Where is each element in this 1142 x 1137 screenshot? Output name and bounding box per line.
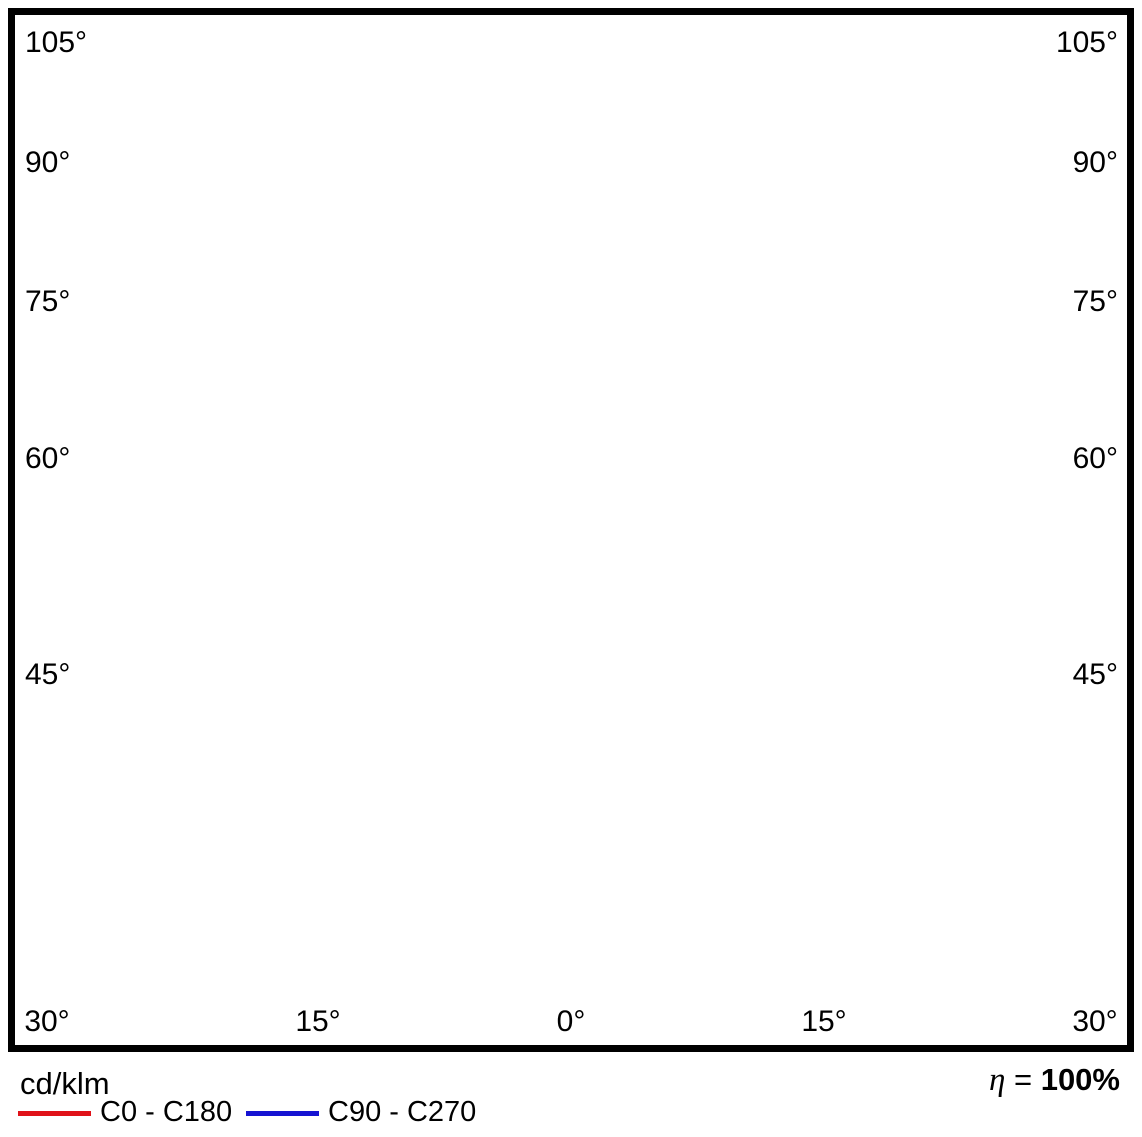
radial-label-gap: [544, 677, 598, 707]
angle-label: 45°: [25, 658, 70, 691]
angle-label: 75°: [1073, 285, 1118, 318]
angle-label: 90°: [25, 146, 70, 179]
legend-item-c0-c180: C0 - C180: [18, 1096, 232, 1129]
efficiency-value: 100%: [1041, 1062, 1120, 1097]
angle-label: 105°: [1056, 26, 1118, 59]
angle-label: 60°: [25, 442, 70, 475]
angle-label: 30°: [24, 1005, 69, 1038]
efficiency-equals: =: [1005, 1062, 1040, 1097]
angle-label: 15°: [801, 1005, 846, 1038]
angle-label: 105°: [25, 26, 87, 59]
angle-label: 45°: [1073, 658, 1118, 691]
legend-label-c0-c180: C0 - C180: [100, 1096, 232, 1129]
eta-symbol: η: [989, 1062, 1005, 1098]
legend-line-blue: [246, 1111, 319, 1116]
angle-label: 60°: [1073, 442, 1118, 475]
radial-label-gap: [544, 500, 598, 530]
efficiency-label: η = 100%: [989, 1062, 1120, 1099]
legend-line-red: [18, 1111, 91, 1116]
angle-label: 15°: [295, 1005, 340, 1038]
angle-label: 75°: [25, 285, 70, 318]
legend-label-c90-c270: C90 - C270: [328, 1096, 476, 1129]
angle-label: 90°: [1073, 146, 1118, 179]
angle-label: 30°: [1072, 1005, 1117, 1038]
angle-label: 0°: [557, 1005, 586, 1038]
legend-item-c90-c270: C90 - C270: [246, 1096, 476, 1129]
